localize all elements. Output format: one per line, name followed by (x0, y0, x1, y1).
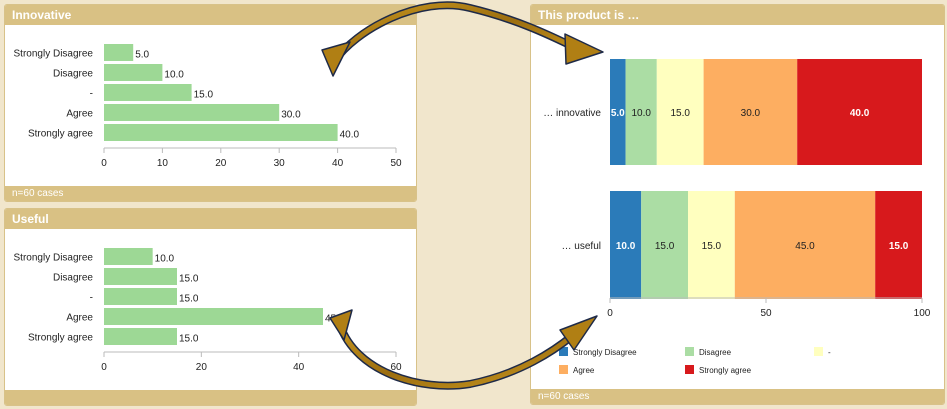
x-tick-label: 40 (332, 158, 344, 169)
useful-panel-footer (5, 390, 416, 405)
stacked-segment (610, 59, 626, 165)
stacked-segment (641, 191, 688, 299)
product-stacked-bar-chart: 5.0 10.0 15.0 30.0 40.0 … innovative 10.0 15.0 1… (543, 59, 931, 375)
bar (104, 124, 338, 141)
bar (104, 64, 163, 81)
stacked-segment (625, 59, 657, 165)
bar (104, 44, 134, 61)
segment-label: 15.0 (670, 108, 690, 119)
stacked-segment (688, 191, 735, 299)
product-panel-footer: n=60 cases (531, 389, 944, 404)
stacked-segment (875, 191, 922, 299)
x-tick-label: 30 (274, 158, 286, 169)
bar (104, 328, 177, 345)
legend-label: - (828, 348, 831, 357)
category-label: Agree (66, 313, 93, 324)
data-label: 5.0 (135, 50, 149, 61)
bar (104, 84, 192, 101)
bar (104, 104, 280, 121)
legend-swatch (559, 365, 568, 374)
category-label: Strongly Disagree (14, 49, 94, 60)
useful-panel-title: Useful (5, 209, 416, 229)
legend-label: Agree (573, 366, 595, 375)
stacked-segment (610, 191, 642, 299)
category-label: … useful (562, 241, 601, 252)
category-label: - (90, 293, 93, 304)
segment-label: 10.0 (631, 108, 651, 119)
segment-label: 10.0 (616, 241, 636, 252)
data-label: 15.0 (194, 90, 214, 101)
product-panel-title: This product is … (531, 5, 944, 25)
legend-label: Strongly agree (699, 366, 752, 375)
segment-label: 30.0 (741, 108, 761, 119)
innovative-panel-footer: n=60 cases (5, 186, 416, 201)
useful-panel: Useful Strongly Disagree 10.0 Disagree 15.0… (4, 208, 417, 406)
curved-arrow-icon (329, 309, 598, 390)
data-label: 15.0 (179, 294, 199, 305)
data-label: 30.0 (281, 110, 301, 121)
category-label: Disagree (53, 273, 93, 284)
segment-label: 40.0 (850, 108, 870, 119)
legend-swatch (685, 365, 694, 374)
bar (104, 288, 177, 305)
stacked-segment (797, 59, 922, 165)
x-tick-label: 0 (607, 308, 613, 319)
innovative-bar-chart: Strongly Disagree 5.0 Disagree 10.0 - 15.0 Agr… (14, 44, 402, 169)
stacked-segment (734, 191, 876, 299)
bar (104, 268, 177, 285)
category-label: Strongly agree (28, 333, 93, 344)
innovative-panel: Innovative Strongly Disagree 5.0 Disagree 1… (4, 4, 417, 202)
category-label: … innovative (543, 108, 601, 119)
innovative-panel-title: Innovative (5, 5, 416, 25)
segment-label: 45.0 (795, 241, 815, 252)
stacked-segment (703, 59, 798, 165)
x-tick-label: 10 (157, 158, 169, 169)
data-label: 15.0 (179, 274, 199, 285)
data-label: 10.0 (155, 254, 175, 265)
stacked-segment (656, 59, 704, 165)
curved-arrow-icon (321, 1, 604, 77)
x-tick-label: 0 (101, 362, 107, 373)
data-label: 40.0 (340, 130, 360, 141)
product-panel: This product is … 5.0 10.0 15.0 30.0 40.0 … i… (530, 4, 945, 405)
category-label: Strongly Disagree (14, 253, 94, 264)
category-label: Strongly agree (28, 129, 93, 140)
category-label: Agree (66, 109, 93, 120)
legend-label: Disagree (699, 348, 732, 357)
data-label: 15.0 (179, 334, 199, 345)
category-label: - (90, 89, 93, 100)
x-tick-label: 20 (196, 362, 208, 373)
x-tick-label: 0 (101, 158, 107, 169)
segment-label: 15.0 (655, 241, 675, 252)
legend-swatch (814, 347, 823, 356)
bar (104, 308, 323, 325)
legend-swatch (559, 347, 568, 356)
x-tick-label: 60 (390, 362, 402, 373)
legend-swatch (685, 347, 694, 356)
segment-label: 15.0 (889, 241, 909, 252)
legend-label: Strongly Disagree (573, 348, 637, 357)
x-tick-label: 40 (293, 362, 305, 373)
x-tick-label: 50 (390, 158, 402, 169)
x-tick-label: 100 (914, 308, 931, 319)
bar (104, 248, 153, 265)
x-tick-label: 50 (760, 308, 772, 319)
data-label: 10.0 (164, 70, 184, 81)
category-label: Disagree (53, 69, 93, 80)
segment-label: 15.0 (702, 241, 722, 252)
x-tick-label: 20 (215, 158, 227, 169)
useful-bar-chart: Strongly Disagree 10.0 Disagree 15.0 - 15.0 Ag… (14, 248, 402, 373)
segment-label: 5.0 (611, 108, 625, 119)
